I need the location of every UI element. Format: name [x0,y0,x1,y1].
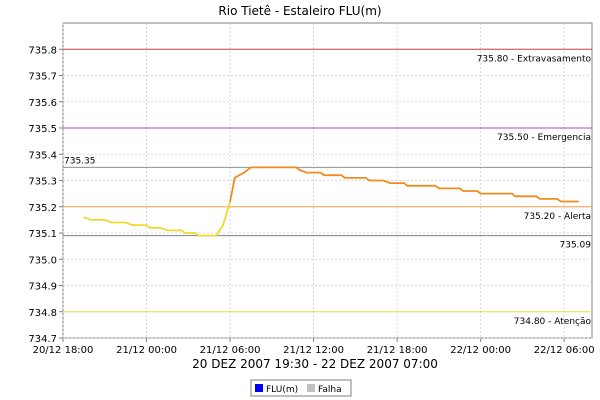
y-tick-label: 735.4 [28,150,57,161]
y-tick-label: 735.5 [28,124,57,135]
data-point [323,174,325,177]
data-point [90,219,92,221]
y-tick-label: 735.7 [28,72,57,83]
data-point [215,234,217,237]
chart-subtitle: 20 DEZ 2007 19:30 - 22 DEZ 2007 07:00 [192,357,438,371]
reference-label: 735.50 - Emergencia [497,133,591,143]
data-point [559,200,562,203]
data-point [364,177,367,179]
y-tick-label: 735.2 [28,203,57,214]
y-tick-label: 735.6 [28,98,57,109]
x-tick-label: 21/12 12:00 [283,345,344,356]
reference-label: 735.80 - Extravasamento [477,54,592,64]
data-point [110,221,113,224]
data-point [389,182,391,184]
data-point [131,224,134,226]
data-point [222,224,224,226]
data-point [458,187,461,190]
reference-label: 735.35 [64,156,96,166]
data-point [434,184,437,187]
data-point [476,190,478,192]
y-tick-label: 735.1 [28,229,57,240]
reference-label: 735.20 - Alerta [524,212,591,222]
data-point [184,232,186,234]
data-point [229,200,231,203]
data-point [403,182,405,184]
y-tick-label: 734.9 [28,282,57,293]
data-point [180,229,183,232]
y-tick-label: 735.3 [28,177,57,188]
data-point [538,198,541,200]
data-point [197,234,200,237]
legend-swatch [307,384,315,392]
data-point [83,216,85,219]
x-tick-label: 21/12 00:00 [116,345,177,356]
y-tick-label: 734.8 [28,308,57,319]
reference-label: 734.80 - Atenção [514,317,592,327]
data-point [462,190,465,192]
legend: FLU(m) Falha [250,379,352,397]
data-point [577,200,579,203]
data-point [319,171,322,174]
data-point [166,229,169,232]
data-point [149,226,151,229]
legend-label: FLU(m) [266,385,298,395]
data-point [382,179,384,182]
y-tick-label: 734.7 [28,334,57,345]
x-tick-label: 21/12 06:00 [200,345,261,356]
data-point [298,169,301,171]
data-point [103,219,106,221]
data-point [438,187,440,190]
data-point [511,192,513,195]
chart-title: Rio Tietê - Estaleiro FLU(m) [218,4,381,18]
data-point [514,195,517,198]
legend-box [250,379,352,397]
plot-area: 20/12 18:00 21/12 00:00 21/12 06:00 21/12 1… [28,22,595,356]
y-tick-label: 735.8 [28,45,57,56]
y-tick-label: 735.0 [28,255,57,266]
x-tick-label: 20/12 18:00 [33,345,94,356]
data-point [479,192,482,195]
data-point [243,171,245,174]
data-point [406,184,409,187]
data-point [344,177,346,179]
reference-label: 735.09 [560,241,592,251]
data-point [368,179,371,182]
data-point [295,166,297,169]
data-point [233,177,236,179]
x-tick-label: 21/12 18:00 [367,345,428,356]
legend-swatch [255,384,263,392]
data-point [159,226,162,229]
data-point [340,174,343,177]
data-point [145,224,148,226]
legend-label: Falha [318,385,342,395]
data-point [194,232,197,234]
x-tick-label: 22/12 00:00 [450,345,511,356]
data-point [124,221,127,224]
x-tick-label: 22/12 06:00 [534,345,595,356]
data-point [535,195,538,198]
data-point [556,198,558,200]
data-point [250,166,252,169]
data-point [305,171,308,174]
